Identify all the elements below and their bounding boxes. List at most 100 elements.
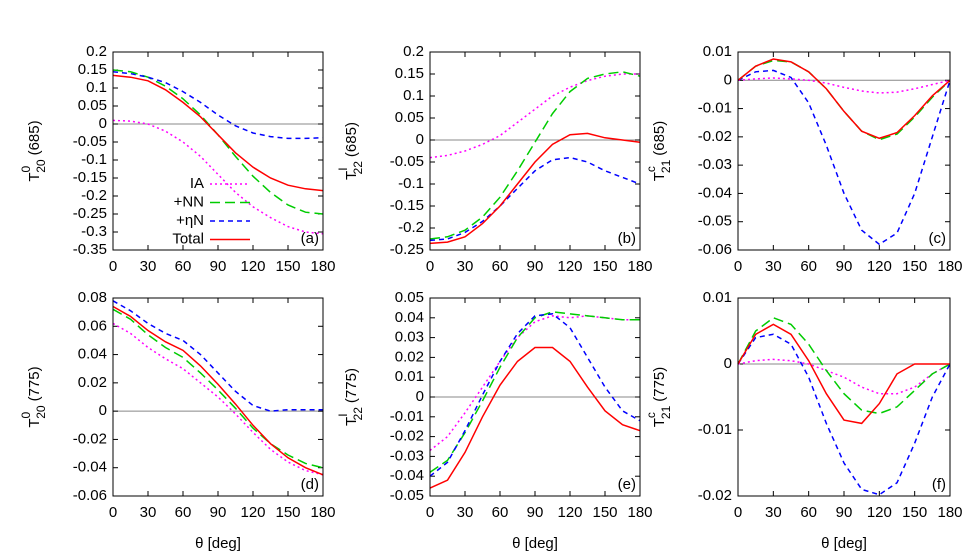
y-tick-label: 0 [99, 115, 107, 132]
y-label-sub: 22 [351, 161, 365, 175]
y-tick-label: 0 [416, 131, 424, 148]
y-axis-label: TI22 (775) [336, 368, 365, 426]
series-line [429, 313, 641, 477]
plot-frame [737, 297, 951, 497]
plot-frame [112, 51, 324, 251]
series-line [737, 333, 951, 496]
y-tick-label: 0.08 [78, 289, 107, 306]
x-tick-label: 0 [109, 504, 117, 521]
x-tick-label: 60 [800, 258, 817, 275]
y-tick-label: 0.01 [703, 43, 732, 60]
y-tick-label: 0 [724, 355, 732, 372]
y-label-sub: 22 [351, 407, 365, 421]
y-label-sup: c [644, 412, 658, 418]
y-label-symbol: T [26, 418, 43, 427]
y-tick-label: -0.15 [73, 169, 107, 186]
x-tick-label: 180 [310, 258, 335, 275]
y-tick-label: -0.05 [698, 213, 732, 230]
y-tick-label: 0.05 [395, 109, 424, 126]
y-tick-label: -0.04 [73, 459, 107, 476]
x-tick-label: 30 [140, 258, 157, 275]
x-tick-label: 150 [592, 504, 617, 521]
y-axis-label: Tc21 (685) [644, 121, 673, 182]
y-label-sup: 0 [19, 165, 33, 172]
panel-label: (f) [932, 476, 946, 493]
y-tick-label: -0.06 [73, 487, 107, 504]
y-tick-label: -0.04 [698, 184, 732, 201]
series-line [429, 71, 641, 240]
y-tick-label: 0.05 [78, 97, 107, 114]
series-line [737, 323, 950, 425]
y-label-suffix: (775) [26, 366, 43, 401]
y-tick-label: -0.05 [73, 133, 107, 150]
y-label-suffix: (775) [651, 367, 668, 402]
x-tick-label: 150 [592, 258, 617, 275]
legend-label: +ηN [176, 212, 204, 229]
series-line [112, 119, 324, 235]
legend-label: IA [190, 175, 204, 192]
x-tick-label: 60 [492, 258, 509, 275]
y-tick-label: -0.25 [73, 205, 107, 222]
y-label-sup: I [336, 167, 350, 170]
y-tick-label: 0.02 [395, 348, 424, 365]
x-tick-label: 180 [937, 504, 962, 521]
series-line [112, 71, 324, 140]
x-tick-label: 30 [457, 258, 474, 275]
plot-frame [429, 51, 641, 251]
y-tick-label: 0.01 [395, 368, 424, 385]
x-tick-label: 150 [902, 504, 927, 521]
y-label-suffix: (775) [343, 368, 360, 403]
y-tick-label: 0.1 [86, 79, 107, 96]
panel-label: (a) [301, 230, 319, 247]
y-tick-label: -0.1 [398, 175, 424, 192]
x-tick-label: 180 [627, 258, 652, 275]
x-tick-label: 150 [902, 258, 927, 275]
y-label-sub: 21 [659, 405, 673, 419]
y-tick-label: -0.02 [390, 428, 424, 445]
series-line [737, 59, 951, 141]
y-axis-label: T020 (775) [19, 366, 48, 427]
panel-label: (d) [301, 476, 319, 493]
y-label-symbol: T [343, 417, 360, 426]
y-tick-label: -0.05 [390, 487, 424, 504]
y-label-sub: 20 [34, 159, 48, 173]
x-tick-label: 120 [240, 504, 265, 521]
x-tick-label: 30 [765, 504, 782, 521]
panel: -0.02 -0.01 0 0.01 0 30 60 90 120 150 180 (f) Tc21 (7… [644, 289, 962, 552]
x-tick-label: 0 [734, 504, 742, 521]
y-label-sub: 21 [659, 159, 673, 173]
y-label-sup: I [336, 413, 350, 416]
series-line [112, 308, 324, 469]
x-tick-label: 30 [140, 504, 157, 521]
x-tick-label: 180 [310, 504, 335, 521]
y-label-suffix: (685) [343, 122, 360, 157]
series-line [429, 346, 641, 489]
x-tick-label: 120 [867, 258, 892, 275]
x-tick-label: 150 [275, 258, 300, 275]
series-line [429, 73, 640, 159]
legend-label: Total [172, 230, 204, 247]
y-axis-label: T020 (685) [19, 120, 48, 181]
x-tick-label: 120 [240, 258, 265, 275]
y-label-sup: 0 [19, 411, 33, 418]
series-line [112, 74, 324, 192]
x-tick-label: 0 [734, 258, 742, 275]
x-tick-label: 180 [627, 504, 652, 521]
series-line [737, 316, 951, 415]
series-line [737, 69, 951, 246]
panel-label: (b) [618, 230, 636, 247]
panel: -0.25 -0.2 -0.15 -0.1 -0.05 0 0.05 0.1 0.15 0.2 0 3… [336, 43, 652, 275]
x-tick-label: 120 [867, 504, 892, 521]
y-tick-label: -0.01 [390, 408, 424, 425]
y-tick-label: -0.2 [81, 187, 107, 204]
x-tick-label: 30 [457, 504, 474, 521]
y-tick-label: -0.02 [73, 430, 107, 447]
y-tick-label: 0 [99, 402, 107, 419]
series-line [737, 58, 951, 140]
y-tick-label: 0 [416, 388, 424, 405]
panel: -0.05 -0.04 -0.03 -0.02 -0.01 0 0.01 0.02 0.03 0.… [336, 289, 652, 552]
x-tick-label: 60 [492, 504, 509, 521]
y-tick-label: -0.05 [390, 153, 424, 170]
y-tick-label: 0.01 [703, 289, 732, 306]
x-tick-label: 120 [557, 504, 582, 521]
